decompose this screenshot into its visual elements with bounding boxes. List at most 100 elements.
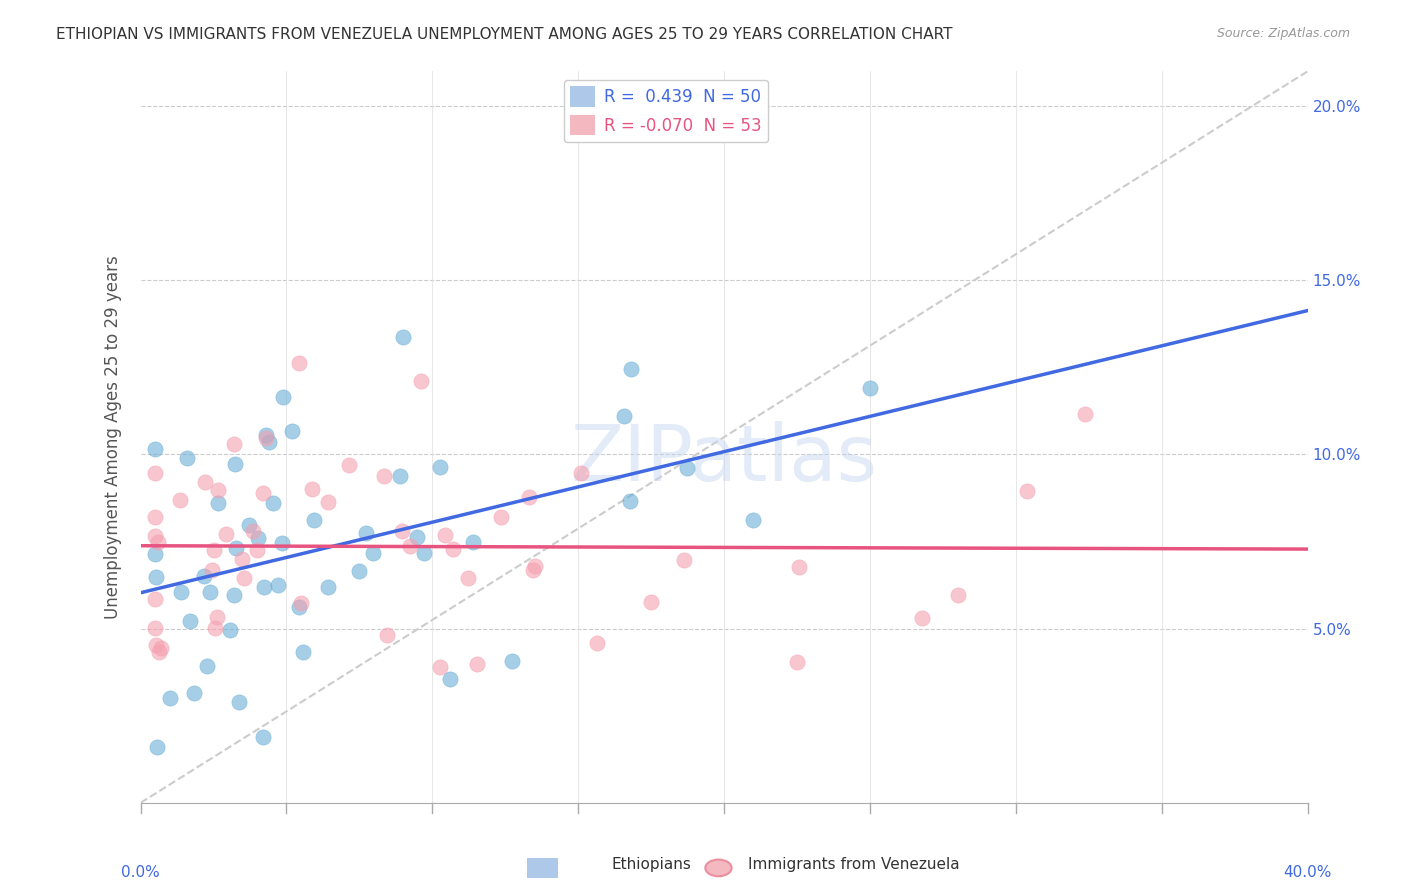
Legend: R =  0.439  N = 50, R = -0.070  N = 53: R = 0.439 N = 50, R = -0.070 N = 53 [564, 79, 768, 142]
Point [349, 564, 371, 578]
Point [194, 475, 217, 489]
Point [145, 638, 167, 652]
Ellipse shape [706, 860, 731, 876]
Point [271, 536, 294, 550]
Point [301, 482, 323, 496]
Point [254, 428, 277, 442]
Point [242, 524, 264, 539]
Point [337, 458, 360, 473]
Point [291, 644, 314, 658]
Point [373, 468, 395, 483]
Point [267, 577, 290, 591]
Point [288, 356, 311, 370]
Y-axis label: Unemployment Among Ages 25 to 29 years: Unemployment Among Ages 25 to 29 years [104, 255, 122, 619]
Point [1074, 407, 1097, 421]
Point [222, 587, 245, 601]
Point [201, 563, 224, 577]
Point [207, 496, 229, 510]
Point [179, 615, 201, 629]
Point [413, 546, 436, 560]
Point [1015, 484, 1038, 499]
Point [271, 390, 294, 404]
Point [253, 580, 276, 594]
Point [225, 541, 247, 555]
Point [389, 468, 412, 483]
Point [859, 381, 882, 395]
Point [228, 695, 250, 709]
Point [262, 496, 284, 510]
Point [252, 730, 274, 744]
Point [224, 457, 246, 471]
Point [198, 585, 221, 599]
Point [202, 542, 225, 557]
Point [569, 466, 592, 480]
Point [170, 585, 193, 599]
Point [246, 542, 269, 557]
Point [143, 547, 166, 561]
Point [620, 362, 643, 376]
Point [146, 740, 169, 755]
Point [143, 592, 166, 607]
Text: Source: ZipAtlas.com: Source: ZipAtlas.com [1216, 27, 1350, 40]
Point [411, 375, 433, 389]
Point [143, 529, 166, 543]
Point [222, 437, 245, 451]
Point [786, 655, 808, 669]
Point [742, 513, 765, 527]
Point [145, 570, 167, 584]
Point [215, 526, 238, 541]
Point [254, 431, 277, 445]
Point [205, 610, 228, 624]
Point [613, 409, 636, 424]
Point [640, 595, 662, 609]
Point [204, 621, 226, 635]
Point [316, 494, 339, 508]
Text: Ethiopians: Ethiopians [612, 857, 692, 872]
Point [232, 571, 254, 585]
Point [392, 329, 415, 343]
Point [238, 518, 260, 533]
Point [287, 599, 309, 614]
Point [429, 459, 451, 474]
Point [193, 569, 215, 583]
Point [463, 535, 485, 549]
Point [143, 442, 166, 457]
Point [148, 645, 170, 659]
Point [911, 611, 934, 625]
Point [391, 524, 413, 538]
Point [148, 534, 170, 549]
Point [375, 627, 398, 641]
Text: 40.0%: 40.0% [1284, 865, 1331, 880]
Text: ZIPatlas: ZIPatlas [571, 421, 877, 497]
Point [501, 654, 523, 668]
Point [586, 636, 609, 650]
Point [302, 513, 325, 527]
Point [195, 658, 218, 673]
Point [429, 660, 451, 674]
Point [356, 526, 378, 541]
Point [405, 530, 427, 544]
Point [399, 539, 422, 553]
Point [281, 424, 304, 438]
Point [465, 657, 488, 671]
Point [457, 571, 479, 585]
Point [176, 450, 198, 465]
Point [676, 461, 699, 475]
Point [150, 641, 173, 656]
Point [787, 560, 810, 574]
Point [522, 563, 544, 577]
Point [948, 588, 970, 602]
Point [259, 435, 281, 450]
Text: 0.0%: 0.0% [121, 865, 160, 880]
Point [207, 483, 229, 497]
Point [218, 624, 240, 638]
Text: ETHIOPIAN VS IMMIGRANTS FROM VENEZUELA UNEMPLOYMENT AMONG AGES 25 TO 29 YEARS CO: ETHIOPIAN VS IMMIGRANTS FROM VENEZUELA U… [56, 27, 953, 42]
Point [439, 673, 461, 687]
Point [433, 528, 456, 542]
Point [159, 690, 181, 705]
Point [143, 621, 166, 635]
Point [441, 541, 464, 556]
Point [489, 509, 512, 524]
Point [143, 510, 166, 524]
Text: Immigrants from Venezuela: Immigrants from Venezuela [748, 857, 960, 872]
